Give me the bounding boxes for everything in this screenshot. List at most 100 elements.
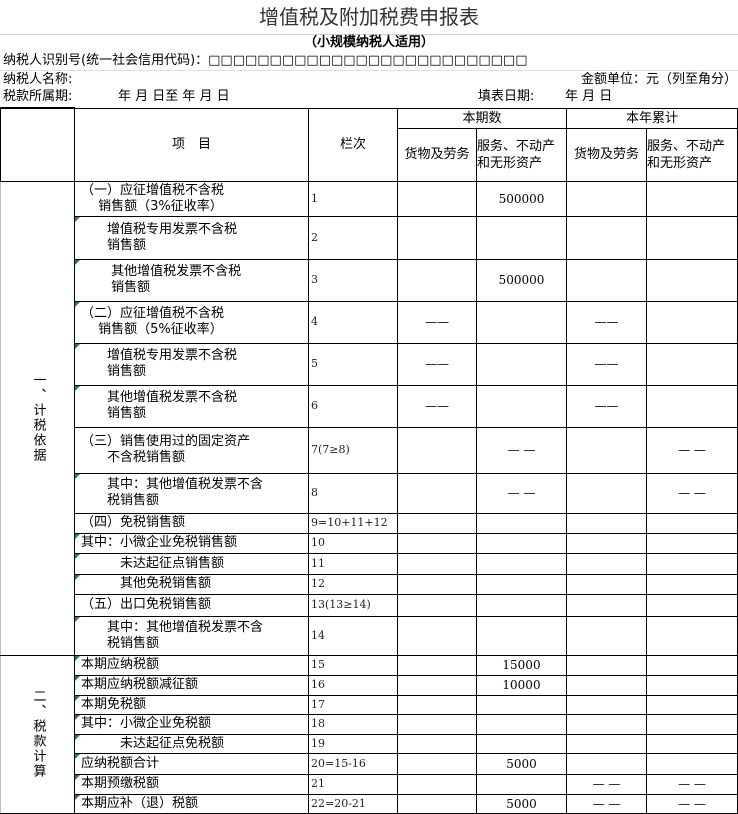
value-cell[interactable] — [646, 752, 738, 775]
table-row: 增值税专用发票不含税 销售额 5 —— —— — [1, 342, 738, 386]
value-cell[interactable] — [646, 532, 738, 554]
table-row: 应纳税额合计 20=15-16 5000 — [1, 752, 738, 775]
value-cell[interactable] — [566, 180, 647, 217]
value-cell[interactable] — [397, 426, 477, 474]
value-cell[interactable]: —— — [566, 300, 647, 344]
value-cell[interactable] — [397, 180, 477, 217]
value-cell[interactable] — [476, 694, 567, 715]
value-cell[interactable] — [397, 694, 477, 715]
value-cell[interactable] — [646, 733, 738, 754]
value-cell[interactable] — [566, 694, 647, 715]
value-cell[interactable] — [397, 615, 477, 656]
value-cell[interactable] — [646, 694, 738, 715]
value-cell[interactable]: 5000 — [476, 793, 567, 814]
value-cell[interactable] — [476, 342, 567, 386]
goods-header: 货物及劳务 — [566, 127, 647, 182]
value-cell[interactable] — [397, 773, 477, 795]
value-cell[interactable] — [646, 384, 738, 428]
value-cell[interactable] — [476, 713, 567, 735]
value-cell[interactable] — [397, 752, 477, 775]
value-cell[interactable] — [476, 300, 567, 344]
value-cell[interactable] — [476, 384, 567, 428]
value-cell[interactable]: 500000 — [476, 258, 567, 302]
value-cell[interactable]: —— — [397, 300, 477, 344]
value-cell[interactable] — [397, 532, 477, 554]
value-cell[interactable] — [646, 615, 738, 656]
value-cell[interactable] — [397, 713, 477, 735]
value-cell[interactable]: 15000 — [476, 654, 567, 676]
value-cell[interactable] — [476, 593, 567, 617]
value-cell[interactable] — [397, 674, 477, 696]
value-cell[interactable]: 500000 — [476, 180, 567, 217]
value-cell[interactable]: — — — [646, 472, 738, 514]
value-cell[interactable] — [397, 593, 477, 617]
value-cell[interactable] — [566, 426, 647, 474]
value-cell[interactable] — [566, 713, 647, 735]
value-cell[interactable]: —— — [566, 342, 647, 386]
value-cell[interactable]: — — — [646, 426, 738, 474]
value-cell[interactable] — [566, 593, 647, 617]
value-cell[interactable]: 5000 — [476, 752, 567, 775]
value-cell[interactable]: 10000 — [476, 674, 567, 696]
value-cell[interactable] — [397, 573, 477, 595]
value-cell[interactable] — [646, 674, 738, 696]
value-cell[interactable] — [476, 615, 567, 656]
taxpayer-id-field[interactable]: 纳税人识别号(统一社会信用代码)：□□□□□□□□□□□□□□□□□□□□□□□… — [3, 53, 528, 68]
value-cell[interactable] — [566, 654, 647, 676]
period-value[interactable]: 年 月 日至 年 月 日 — [118, 89, 230, 104]
value-cell[interactable] — [476, 773, 567, 795]
value-cell[interactable] — [646, 258, 738, 302]
value-cell[interactable] — [397, 258, 477, 302]
value-cell[interactable] — [646, 215, 738, 260]
value-cell[interactable] — [646, 180, 738, 217]
value-cell[interactable] — [646, 573, 738, 595]
value-cell[interactable] — [397, 793, 477, 814]
value-cell[interactable] — [566, 752, 647, 775]
value-cell[interactable]: — — — [476, 426, 567, 474]
value-cell[interactable] — [397, 733, 477, 754]
taxpayer-name-label[interactable]: 纳税人名称: — [3, 72, 73, 87]
value-cell[interactable]: —— — [566, 384, 647, 428]
value-cell[interactable] — [397, 552, 477, 575]
value-cell[interactable] — [566, 472, 647, 514]
value-cell[interactable] — [566, 258, 647, 302]
value-cell[interactable] — [566, 215, 647, 260]
value-cell[interactable] — [646, 512, 738, 534]
value-cell[interactable] — [566, 512, 647, 534]
value-cell[interactable] — [566, 733, 647, 754]
value-cell[interactable] — [646, 300, 738, 344]
value-cell[interactable] — [476, 552, 567, 575]
value-cell[interactable] — [397, 654, 477, 676]
table-row: 本期预缴税额 21 — — — — — [1, 773, 738, 795]
value-cell[interactable] — [397, 512, 477, 534]
value-cell[interactable] — [476, 215, 567, 260]
value-cell[interactable] — [646, 552, 738, 575]
value-cell[interactable] — [646, 654, 738, 676]
value-cell[interactable] — [566, 532, 647, 554]
value-cell[interactable] — [566, 674, 647, 696]
value-cell[interactable]: — — — [566, 793, 647, 814]
value-cell[interactable]: — — — [476, 472, 567, 514]
period-row: 税款所属期: 年 月 日至 年 月 日 填表日期: 年 月 日 — [0, 87, 738, 107]
value-cell[interactable] — [646, 713, 738, 735]
value-cell[interactable]: —— — [397, 384, 477, 428]
value-cell[interactable] — [397, 215, 477, 260]
fill-date-value[interactable]: 年 月 日 — [565, 89, 613, 104]
value-cell[interactable] — [646, 593, 738, 617]
row-item: 其中：小微企业免税额 — [74, 713, 309, 735]
value-cell[interactable]: — — — [566, 773, 647, 795]
value-cell[interactable] — [397, 472, 477, 514]
value-cell[interactable]: —— — [397, 342, 477, 386]
table-row: 本期免税额 17 — [1, 694, 738, 715]
value-cell[interactable] — [646, 342, 738, 386]
table-row: 其中：小微企业免税额 18 — [1, 713, 738, 735]
value-cell[interactable] — [566, 573, 647, 595]
value-cell[interactable] — [476, 733, 567, 754]
value-cell[interactable] — [566, 552, 647, 575]
value-cell[interactable] — [476, 532, 567, 554]
value-cell[interactable] — [476, 512, 567, 534]
value-cell[interactable] — [476, 573, 567, 595]
value-cell[interactable]: — — — [646, 773, 738, 795]
value-cell[interactable]: — — — [646, 793, 738, 814]
value-cell[interactable] — [566, 615, 647, 656]
